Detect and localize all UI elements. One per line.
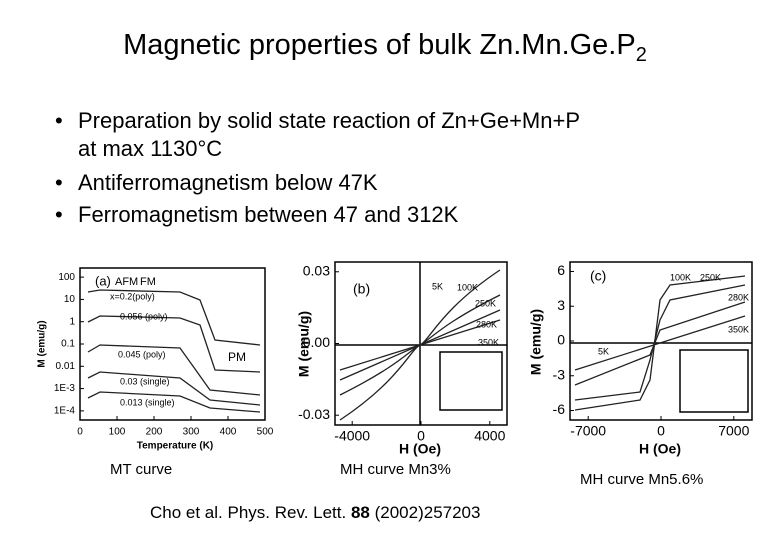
citation-volume: 88 xyxy=(351,503,370,522)
y-tick-label: -0.03 xyxy=(298,406,330,422)
plot-annotation: 350K xyxy=(728,324,749,334)
y-axis-label: M (emu/g) xyxy=(37,320,48,367)
plot-annotation: 100K xyxy=(670,272,691,282)
x-tick-label: 0 xyxy=(417,428,425,444)
citation-text: (2002)257203 xyxy=(370,503,481,522)
plot-annotation: PM xyxy=(228,350,246,364)
plot-annotation: 5K xyxy=(598,346,609,356)
curve xyxy=(87,289,261,346)
x-tick-label: 7000 xyxy=(718,423,749,439)
x-tick-label: 400 xyxy=(220,427,237,438)
y-tick-label: 1 xyxy=(69,316,75,327)
x-tick-label: -7000 xyxy=(570,423,606,439)
bullet-dot: • xyxy=(55,108,63,133)
plot-annotation: 350K xyxy=(478,337,499,347)
y-tick-label: 0.01 xyxy=(56,361,76,372)
plot-annotation: 0.03 (single) xyxy=(120,376,170,386)
curve xyxy=(87,344,261,396)
axes-box xyxy=(569,261,753,421)
x-tick-label: 500 xyxy=(257,427,274,438)
bullet-text: Ferromagnetism between 47 and 312K xyxy=(78,202,459,227)
plot-annotation: 100K xyxy=(457,282,478,292)
plot-annotation: x=0.2(poly) xyxy=(110,291,155,301)
x-tick-label: 300 xyxy=(183,427,200,438)
title: Magnetic properties of bulk Zn.Mn.Ge.P2 xyxy=(123,29,647,67)
x-tick-label: 4000 xyxy=(474,428,505,444)
plot-annotation: (b) xyxy=(353,281,370,297)
y-tick-label: 10 xyxy=(64,294,76,305)
plot-annotation: 250K xyxy=(475,298,496,308)
plot-annotation: (a) xyxy=(95,273,111,288)
y-tick-label: 1E-4 xyxy=(54,406,76,417)
plot-annotation: 0.045 (poly) xyxy=(118,349,166,359)
x-tick-label: -4000 xyxy=(334,428,370,444)
x-axis-label: H (Oe) xyxy=(639,441,681,457)
y-tick-label: 0 xyxy=(557,332,565,348)
y-tick-label: -6 xyxy=(553,401,566,417)
y-tick-label: 0.1 xyxy=(61,339,75,350)
bullet-text: at max 1130°C xyxy=(78,136,222,161)
x-tick-label: 100 xyxy=(109,427,126,438)
title-subscript: 2 xyxy=(636,44,647,66)
bullet-text: Preparation by solid state reaction of Z… xyxy=(78,108,580,133)
x-tick-label: 0 xyxy=(657,423,665,439)
y-tick-label: 100 xyxy=(58,272,75,283)
plot-annotation: 0.013 (single) xyxy=(120,397,175,407)
plot-annotation: 280K xyxy=(728,292,749,302)
title-text: Magnetic properties of bulk Zn.Mn.Ge.P xyxy=(123,29,636,61)
inset xyxy=(679,349,749,413)
plot-annotation: 5K xyxy=(432,281,443,291)
bullet-text: Antiferromagnetism below 47K xyxy=(78,170,378,195)
y-tick-label: 6 xyxy=(557,262,565,278)
curve xyxy=(574,284,746,401)
citation: Cho et al. Phys. Rev. Lett. 88 (2002)257… xyxy=(150,503,480,522)
citation-text: Cho et al. Phys. Rev. Lett. xyxy=(150,503,351,522)
y-tick-label: 1E-3 xyxy=(54,383,76,394)
x-axis-label: Temperature (K) xyxy=(137,441,214,452)
figure-caption: MH curve Mn3% xyxy=(340,461,451,478)
plot-annotation: (c) xyxy=(590,268,606,284)
plot-annotation: 0.056 (poly) xyxy=(120,311,168,321)
curve xyxy=(574,301,746,386)
figure-caption: MT curve xyxy=(110,461,172,478)
figure-caption: MH curve Mn5.6% xyxy=(580,471,703,488)
y-tick-label: 0.00 xyxy=(303,334,330,350)
curve xyxy=(87,391,261,413)
y-tick-label: 0.03 xyxy=(303,262,330,278)
bullet-dot: • xyxy=(55,170,63,195)
plot-annotation: AFM xyxy=(115,276,138,288)
x-tick-label: 0 xyxy=(77,427,83,438)
curve xyxy=(87,371,261,406)
y-tick-label: 3 xyxy=(557,297,565,313)
bullet-dot: • xyxy=(55,202,63,227)
plot-annotation: 250K xyxy=(700,272,721,282)
curve xyxy=(87,315,261,373)
curve xyxy=(574,315,746,371)
y-axis-label: M (emu/g) xyxy=(296,311,312,377)
plot-annotation: 280K xyxy=(476,319,497,329)
y-axis-label: M (emu/g) xyxy=(528,309,544,375)
curve xyxy=(339,319,501,371)
x-tick-label: 200 xyxy=(146,427,163,438)
plot-annotation: FM xyxy=(140,276,156,288)
x-axis-label: H (Oe) xyxy=(399,441,441,457)
inset xyxy=(439,351,503,411)
y-tick-label: -3 xyxy=(553,366,566,382)
